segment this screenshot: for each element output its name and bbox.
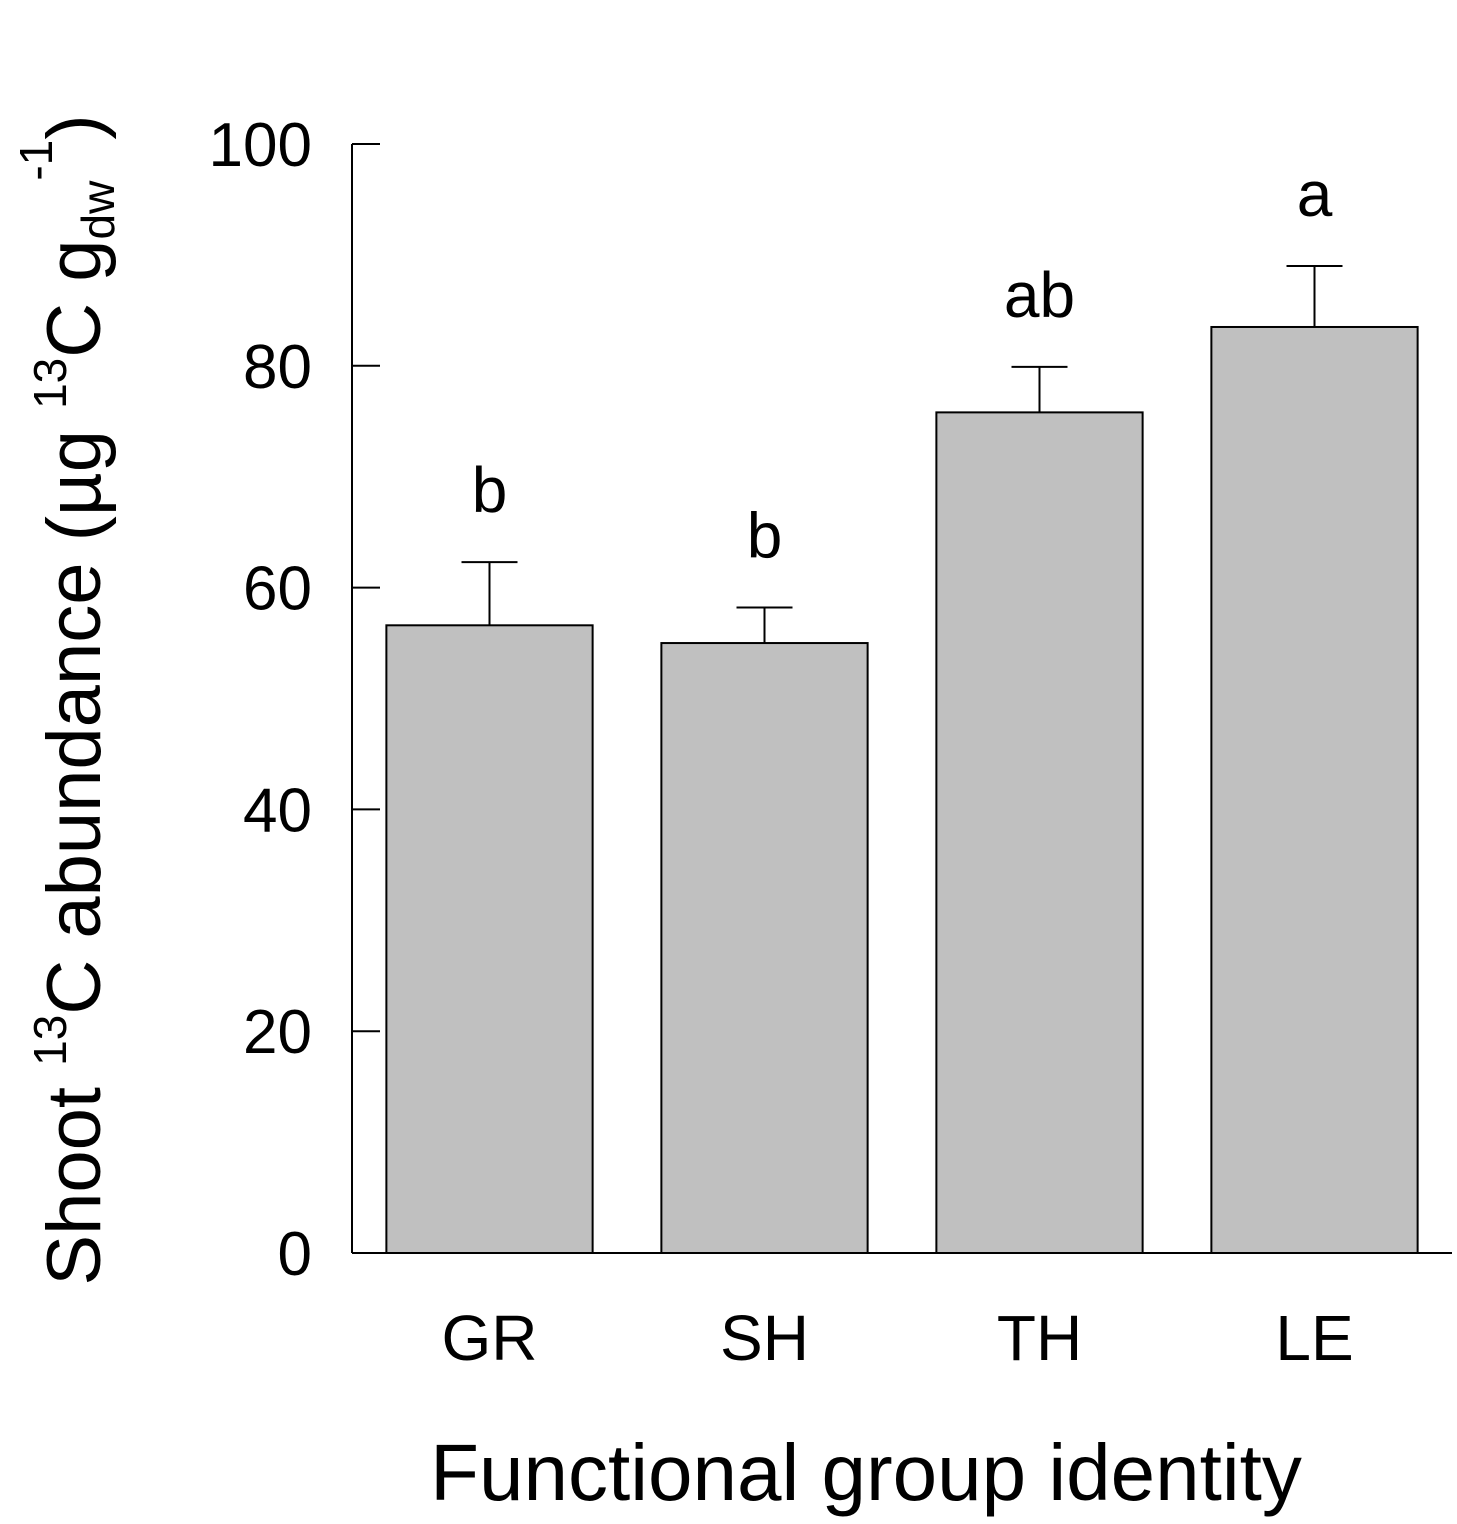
x-axis-label: Functional group identity xyxy=(430,1428,1302,1517)
y-tick-label: 100 xyxy=(209,111,312,180)
x-tick-label: GR xyxy=(442,1302,538,1374)
significance-letter: b xyxy=(747,500,783,572)
x-tick-label: TH xyxy=(997,1302,1082,1374)
y-label-part: C g xyxy=(32,239,117,357)
significance-letter: a xyxy=(1297,158,1333,230)
x-tick-label: SH xyxy=(720,1302,809,1374)
bar xyxy=(935,411,1144,1254)
y-label-part: ) xyxy=(32,114,117,139)
y-tick-label: 40 xyxy=(243,776,312,845)
bar xyxy=(660,642,869,1254)
y-label-part: Shoot xyxy=(32,1066,117,1286)
bar xyxy=(1210,325,1419,1254)
y-tick-label: 60 xyxy=(243,555,312,624)
y-label-part: -1 xyxy=(10,140,62,181)
y-tick-label: 0 xyxy=(278,1220,312,1289)
y-label-part: dw xyxy=(72,180,124,240)
y-label-part: 13 xyxy=(24,1015,76,1066)
significance-letter: ab xyxy=(1004,259,1075,331)
y-axis-label: Shoot 13C abundance (µg 13C gdw-1) xyxy=(10,114,124,1285)
y-label-part: 13 xyxy=(24,358,76,409)
y-tick-label: 20 xyxy=(243,998,312,1067)
significance-letter: b xyxy=(472,454,508,526)
bar xyxy=(385,624,594,1254)
y-tick-label: 80 xyxy=(243,333,312,402)
x-tick-label: LE xyxy=(1275,1302,1353,1374)
y-label-part: C abundance (µg xyxy=(32,409,117,1015)
